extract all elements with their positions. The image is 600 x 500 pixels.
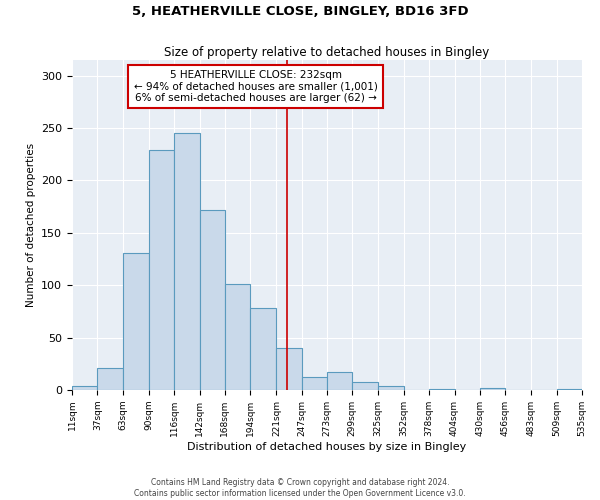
Bar: [429, 389, 455, 390]
Bar: [97, 368, 122, 390]
Bar: [225, 284, 250, 390]
Bar: [377, 386, 404, 390]
Y-axis label: Number of detached properties: Number of detached properties: [26, 143, 35, 307]
Bar: [277, 348, 302, 390]
Bar: [72, 386, 97, 390]
Bar: [302, 378, 327, 390]
Bar: [174, 134, 200, 390]
Title: Size of property relative to detached houses in Bingley: Size of property relative to detached ho…: [164, 46, 490, 59]
Bar: [149, 150, 174, 390]
Bar: [199, 210, 225, 390]
Bar: [327, 372, 352, 390]
X-axis label: Distribution of detached houses by size in Bingley: Distribution of detached houses by size …: [187, 442, 467, 452]
Text: Contains HM Land Registry data © Crown copyright and database right 2024.
Contai: Contains HM Land Registry data © Crown c…: [134, 478, 466, 498]
Bar: [250, 308, 277, 390]
Bar: [122, 253, 149, 390]
Text: 5 HEATHERVILLE CLOSE: 232sqm
← 94% of detached houses are smaller (1,001)
6% of : 5 HEATHERVILLE CLOSE: 232sqm ← 94% of de…: [134, 70, 377, 103]
Bar: [352, 382, 377, 390]
Bar: [480, 388, 505, 390]
Bar: [557, 389, 582, 390]
Text: 5, HEATHERVILLE CLOSE, BINGLEY, BD16 3FD: 5, HEATHERVILLE CLOSE, BINGLEY, BD16 3FD: [131, 5, 469, 18]
